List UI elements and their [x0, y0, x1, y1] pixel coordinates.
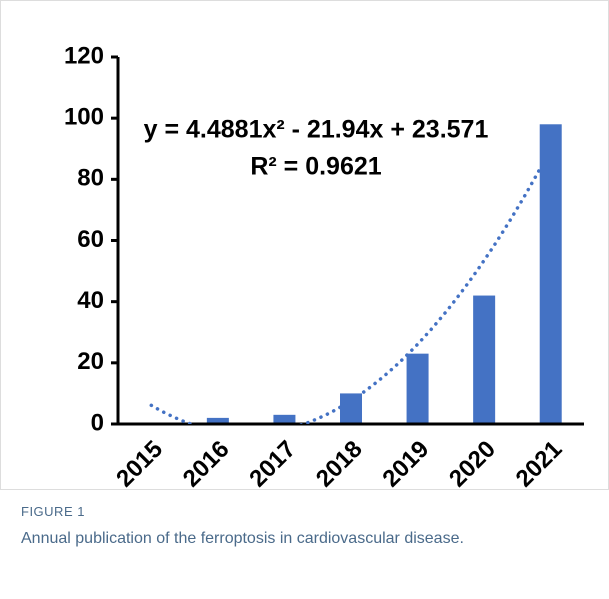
x-tick-label: 2021: [511, 436, 568, 490]
trendline-equation: y = 4.4881x² - 21.94x + 23.571: [144, 116, 489, 144]
bar: [340, 393, 362, 424]
bar: [406, 353, 429, 424]
x-tick-label: 2020: [444, 436, 501, 490]
y-tick-label: 100: [64, 104, 104, 131]
chart: 0 20 40 60 80 100 120 2015 2016 2017 2018 2019 2020 2…: [0, 0, 609, 492]
bar: [273, 414, 296, 424]
x-tick-label: 2017: [244, 436, 301, 490]
caption-text: Annual publication of the ferroptosis in…: [21, 530, 464, 547]
x-tick-label: 2015: [111, 436, 168, 490]
y-tick-label: 80: [77, 165, 104, 192]
x-tick-label: 2019: [377, 436, 434, 490]
y-tick-label: 120: [64, 42, 104, 69]
trendline-r2: R² = 0.9621: [250, 153, 381, 181]
bar: [206, 417, 229, 424]
y-tick-label: 60: [77, 226, 104, 253]
y-tick-label: 0: [91, 409, 104, 436]
bar: [473, 295, 496, 424]
caption-label: FIGURE 1: [21, 504, 85, 519]
x-tick-label: 2018: [311, 436, 368, 490]
y-tick-label: 20: [77, 348, 104, 375]
y-tick-label: 40: [77, 287, 104, 314]
bar: [539, 124, 562, 425]
x-tick-label: 2016: [178, 436, 235, 490]
trendline: [149, 147, 553, 424]
